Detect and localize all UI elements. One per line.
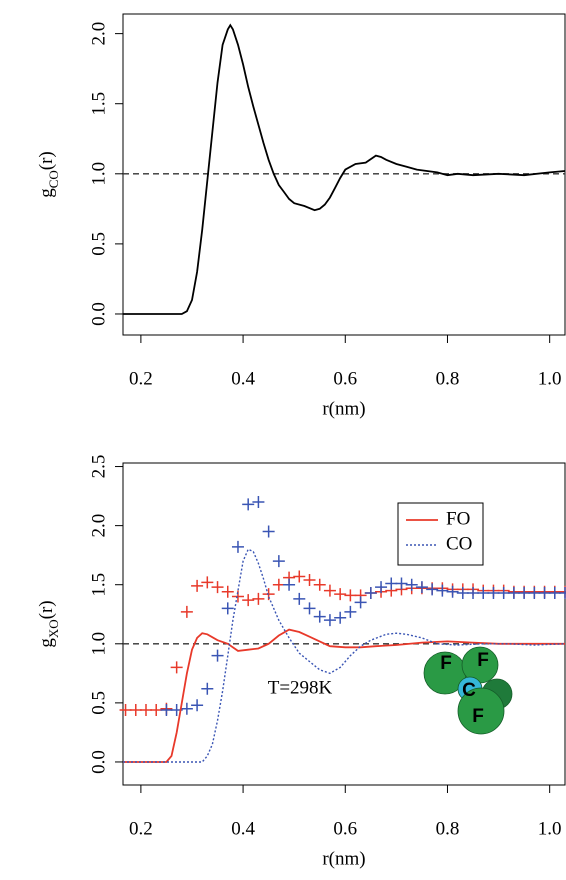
cross-marker <box>273 555 285 567</box>
atom-label: F <box>472 706 484 727</box>
cross-marker <box>355 596 367 608</box>
cross-marker <box>130 704 142 716</box>
x-tick-label: 0.6 <box>333 818 357 839</box>
y-tick-label: 2.5 <box>88 455 109 479</box>
cross-marker <box>539 587 551 599</box>
cross-marker <box>181 703 193 715</box>
x-tick-label: 0.4 <box>231 368 255 389</box>
cross-marker <box>150 704 162 716</box>
y-axis-label: gXO(r) <box>36 600 61 647</box>
cross-marker <box>283 579 295 591</box>
cross-marker <box>304 574 316 586</box>
plot-frame <box>123 463 565 785</box>
cross-marker <box>385 578 397 590</box>
cross-marker <box>508 587 520 599</box>
cross-marker <box>314 611 326 623</box>
cross-marker <box>252 593 264 605</box>
cross-marker <box>212 581 224 593</box>
y-label-tail: (r) <box>36 600 57 619</box>
cross-marker <box>201 683 213 695</box>
y-tick-label: 0.5 <box>88 691 109 715</box>
cross-marker <box>304 602 316 614</box>
cross-marker <box>232 541 244 553</box>
x-tick-label: 0.6 <box>333 368 357 389</box>
cross-marker <box>191 580 203 592</box>
y-tick-label: 0.0 <box>88 750 109 774</box>
cross-marker <box>273 579 285 591</box>
y-label-sub: CO <box>46 170 61 188</box>
y-label-tail: (r) <box>36 151 57 170</box>
x-tick-label: 0.2 <box>129 818 153 839</box>
cross-marker <box>365 587 377 599</box>
legend-label: CO <box>446 533 472 554</box>
cross-marker <box>222 602 234 614</box>
cross-marker <box>487 587 499 599</box>
atom-label: F <box>440 653 452 674</box>
y-label-main: g <box>36 188 57 198</box>
cross-marker <box>293 593 305 605</box>
cross-marker <box>344 589 356 601</box>
molecule-inset: FCF F <box>424 647 512 734</box>
x-axis-label: r(nm) <box>322 398 365 419</box>
cross-marker <box>334 612 346 624</box>
y-tick-label: 2.0 <box>88 514 109 538</box>
cross-marker <box>344 606 356 618</box>
cross-marker <box>212 650 224 662</box>
y-tick-label: 1.5 <box>88 92 109 116</box>
legend-label: FO <box>446 508 470 529</box>
cross-marker <box>181 606 193 618</box>
y-axis-label: gCO(r) <box>36 151 61 198</box>
x-tick-label: 0.8 <box>436 368 460 389</box>
cross-marker <box>201 576 213 588</box>
cross-marker <box>120 704 132 716</box>
cross-marker <box>222 586 234 598</box>
y-tick-label: 1.0 <box>88 632 109 656</box>
cross-marker <box>171 661 183 673</box>
atom-label: F <box>477 650 489 671</box>
cross-marker <box>528 587 540 599</box>
x-tick-label: 0.4 <box>231 818 255 839</box>
cross-marker <box>436 585 448 597</box>
cross-marker <box>242 594 254 606</box>
atom-label: C <box>462 680 476 701</box>
cross-marker <box>252 496 264 508</box>
x-tick-label: 0.2 <box>129 368 153 389</box>
y-tick-label: 0.5 <box>88 232 109 256</box>
cross-marker <box>242 498 254 510</box>
y-tick-label: 1.0 <box>88 162 109 186</box>
cross-marker <box>518 587 530 599</box>
figure: 0.20.40.60.81.00.00.51.01.52.0r(nm)gCO(r… <box>0 0 566 880</box>
cross-marker <box>416 581 428 593</box>
cross-marker <box>559 587 566 599</box>
y-label-main: g <box>36 638 57 648</box>
cross-marker <box>263 526 275 538</box>
y-tick-label: 1.5 <box>88 573 109 597</box>
x-tick-label: 0.8 <box>436 818 460 839</box>
cross-marker <box>324 585 336 597</box>
cross-marker <box>426 583 438 595</box>
x-tick-label: 1.0 <box>538 368 562 389</box>
y-tick-label: 0.0 <box>88 302 109 326</box>
curve <box>123 25 565 314</box>
cross-marker <box>314 579 326 591</box>
cross-marker <box>447 586 459 598</box>
cross-marker <box>293 570 305 582</box>
cross-marker <box>334 588 346 600</box>
y-label-sub: XO <box>46 619 61 638</box>
cross-marker <box>477 587 489 599</box>
cross-marker <box>549 587 561 599</box>
x-tick-label: 1.0 <box>538 818 562 839</box>
y-tick-label: 2.0 <box>88 22 109 46</box>
cross-marker <box>140 704 152 716</box>
x-axis-label: r(nm) <box>322 848 365 869</box>
cross-marker <box>191 699 203 711</box>
cross-marker <box>498 587 510 599</box>
series-line <box>123 549 565 762</box>
cross-marker <box>395 578 407 590</box>
cross-marker <box>324 614 336 626</box>
annotation: T=298K <box>268 677 333 698</box>
cross-marker <box>160 704 172 716</box>
